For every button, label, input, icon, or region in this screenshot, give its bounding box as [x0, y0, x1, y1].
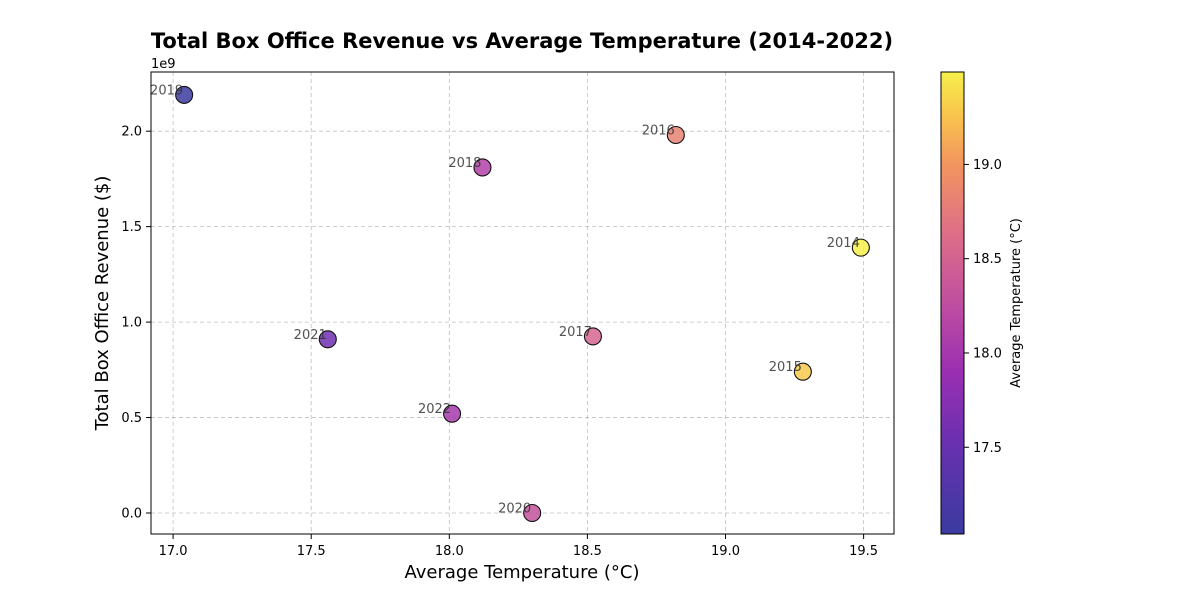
y-tick-label: 2.0: [121, 125, 142, 140]
data-point-2016: [666, 125, 685, 145]
x-tick-label: 17.5: [297, 544, 326, 559]
x-tick-label: 18.0: [435, 544, 464, 559]
data-point-2020: [523, 503, 542, 523]
x-tick-label: 19.0: [711, 544, 740, 559]
y-tick-label: 1.0: [121, 316, 142, 331]
data-point-2022: [443, 404, 462, 423]
colorbar: 17.5 18.0 18.5 19.0 Average Temperature (°C…: [940, 71, 1024, 535]
colorbar-tick-label: 19.0: [973, 158, 1002, 173]
x-tick-label: 18.5: [573, 544, 602, 559]
data-point-label-2015: 2015: [769, 360, 802, 375]
y-tick-label: 0.0: [121, 507, 142, 522]
colorbar-tick-label: 18.5: [973, 252, 1002, 267]
data-point-label-2014: 2014: [827, 236, 860, 251]
colorbar-gradient: [940, 71, 965, 535]
data-point-2015: [793, 362, 812, 381]
y-axis-label: Total Box Office Revenue ($): [92, 176, 113, 432]
data-point-label-2018: 2018: [448, 156, 481, 171]
data-point-2017: [583, 327, 602, 346]
x-axis-label: Average Temperature (°C): [405, 562, 640, 583]
data-point-2021: [318, 330, 337, 349]
colorbar-tick-label: 17.5: [973, 441, 1002, 456]
colorbar-label: Average Temperature (°C): [1009, 218, 1024, 388]
data-point-label-2017: 2017: [559, 325, 592, 340]
chart-title: Total Box Office Revenue vs Average Temp…: [151, 29, 893, 53]
y-tick-label: 1.5: [121, 220, 142, 235]
data-point-2019: [175, 85, 194, 104]
colorbar-ticks: 17.5 18.0 18.5 19.0: [964, 158, 1002, 456]
data-point-label-2022: 2022: [418, 402, 451, 417]
x-tick-label: 17.0: [159, 544, 188, 559]
x-tick-label: 19.5: [849, 544, 878, 559]
data-points: [175, 85, 870, 523]
data-point-labels: 2014 2015 2016 2017 2018 2019 2020 2021 2022: [150, 83, 860, 516]
data-point-label-2019: 2019: [150, 83, 183, 98]
data-point-2014: [851, 238, 870, 257]
data-point-2018: [473, 158, 492, 177]
y-axis-ticks: 0.0 0.5 1.0 1.5 2.0: [121, 125, 151, 522]
y-axis-offset-label: 1e9: [151, 57, 176, 72]
y-tick-label: 0.5: [121, 411, 142, 426]
x-axis-ticks: 17.0 17.5 18.0 18.5 19.0 19.5: [159, 534, 878, 559]
grid: [151, 72, 894, 534]
colorbar-tick-label: 18.0: [973, 346, 1002, 361]
data-point-label-2020: 2020: [498, 502, 531, 517]
data-point-label-2021: 2021: [294, 328, 327, 343]
data-point-label-2016: 2016: [642, 124, 675, 139]
plot-area-frame: [150, 71, 895, 535]
